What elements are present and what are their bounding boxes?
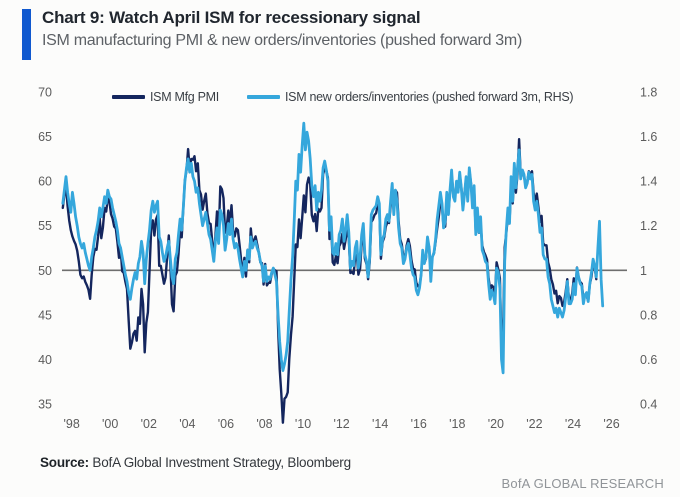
title-accent-bar xyxy=(22,9,31,60)
x-axis-tick: '26 xyxy=(603,417,619,431)
x-axis-tick: '12 xyxy=(333,417,349,431)
source-text: BofA Global Investment Strategy, Bloombe… xyxy=(88,455,351,470)
left-axis-tick: 45 xyxy=(38,308,52,322)
source-note: Source: BofA Global Investment Strategy,… xyxy=(40,455,351,470)
x-axis-tick: '02 xyxy=(141,417,157,431)
x-axis-tick: '00 xyxy=(102,417,118,431)
x-axis-tick: '98 xyxy=(63,417,79,431)
ratio-line-swatch-icon xyxy=(247,95,280,99)
legend-label-pmi: ISM Mfg PMI xyxy=(150,90,219,104)
chart-subtitle: ISM manufacturing PMI & new orders/inven… xyxy=(42,32,522,49)
legend-label-ratio: ISM new orders/inventories (pushed forwa… xyxy=(285,90,574,104)
right-axis-tick: 1.2 xyxy=(640,219,657,233)
chart-title: Chart 9: Watch April ISM for recessionar… xyxy=(42,8,421,27)
right-axis-tick: 1.6 xyxy=(640,130,657,144)
x-axis-tick: '18 xyxy=(449,417,465,431)
right-axis-tick: 0.4 xyxy=(640,398,657,412)
x-axis-ticks: '98 '00 '02 '04 '06 '08 '10 '12 '14 '16 '18 '20 '22 '… xyxy=(63,417,619,431)
x-axis-tick: '22 xyxy=(526,417,542,431)
source-label: Source: xyxy=(40,455,89,470)
chart-legend: ISM Mfg PMI ISM new orders/inventories (… xyxy=(0,90,680,106)
left-axis-tick: 40 xyxy=(38,353,52,367)
right-axis-ticks: 1.8 1.6 1.4 1.2 1 0.8 0.6 0.4 xyxy=(640,86,657,412)
x-axis-tick: '10 xyxy=(295,417,311,431)
left-axis-tick: 65 xyxy=(38,130,52,144)
x-axis-tick: '08 xyxy=(256,417,272,431)
right-axis-tick: 1.4 xyxy=(640,175,657,189)
brand-footer: BofA GLOBAL RESEARCH xyxy=(501,476,664,491)
left-axis-tick: 50 xyxy=(38,264,52,278)
pmi-line-swatch-icon xyxy=(112,95,145,99)
legend-item-pmi: ISM Mfg PMI xyxy=(112,90,219,104)
left-axis-tick: 70 xyxy=(38,86,52,100)
right-axis-tick: 0.6 xyxy=(640,353,657,367)
legend-item-ratio: ISM new orders/inventories (pushed forwa… xyxy=(247,90,574,104)
right-axis-tick: 1.8 xyxy=(640,86,657,100)
ratio-series-line xyxy=(61,121,605,375)
left-axis-tick: 35 xyxy=(38,398,52,412)
x-axis-tick: '06 xyxy=(218,417,234,431)
x-axis-tick: '20 xyxy=(488,417,504,431)
x-axis-tick: '24 xyxy=(565,417,581,431)
left-axis-tick: 55 xyxy=(38,219,52,233)
x-axis-tick: '04 xyxy=(179,417,195,431)
x-axis-tick: '14 xyxy=(372,417,388,431)
right-axis-tick: 1 xyxy=(640,264,647,278)
left-axis-ticks: 70 65 60 55 50 45 40 35 xyxy=(38,86,52,412)
left-axis-tick: 60 xyxy=(38,175,52,189)
x-axis-tick: '16 xyxy=(411,417,427,431)
right-axis-tick: 0.8 xyxy=(640,308,657,322)
